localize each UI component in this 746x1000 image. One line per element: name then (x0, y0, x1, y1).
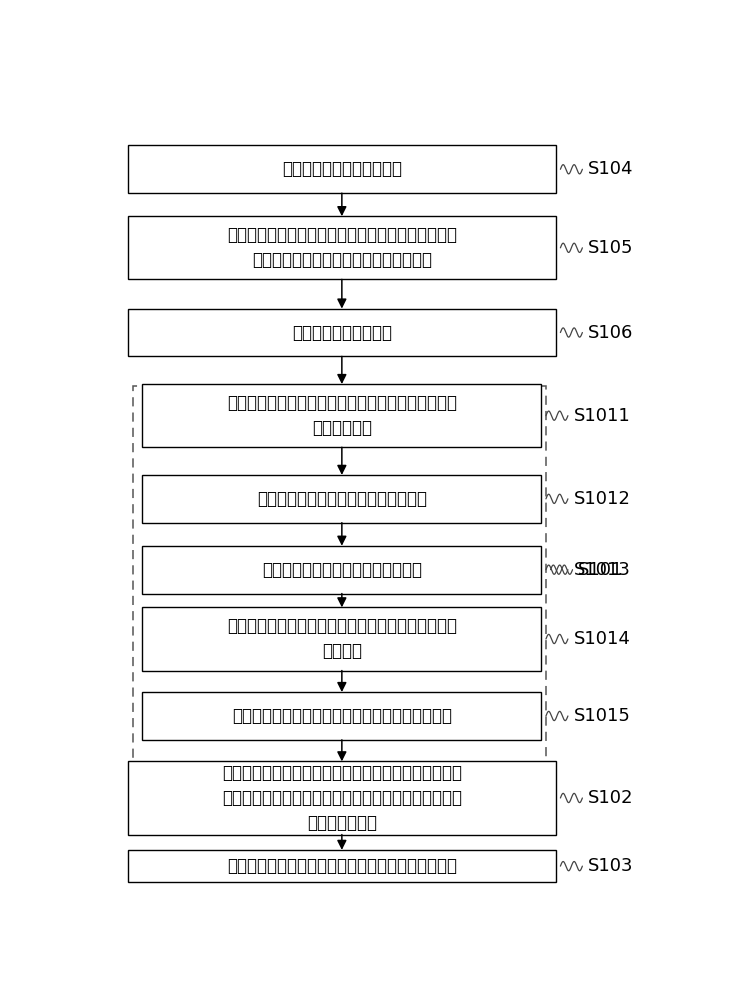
FancyBboxPatch shape (142, 607, 542, 671)
Text: S1014: S1014 (574, 630, 630, 648)
Text: S102: S102 (588, 789, 633, 807)
Text: 根据驾驶员身份信息和用户数据库信息，确定驾驶员
属性信息: 根据驾驶员身份信息和用户数据库信息，确定驾驶员 属性信息 (227, 617, 457, 660)
Text: S1013: S1013 (574, 561, 630, 579)
Text: 通过座椅传感器获取座椅位置信息和座椅倾角信息: 通过座椅传感器获取座椅位置信息和座椅倾角信息 (232, 707, 452, 725)
FancyBboxPatch shape (128, 761, 556, 835)
Text: 在联网状态为已连接状态时，基于云服务器的数据模型
、座椅位姿信息、驾驶员位姿信息和眼盒位置信息，确
定目标位姿信息: 在联网状态为已连接状态时，基于云服务器的数据模型 、座椅位姿信息、驾驶员位姿信息… (222, 764, 462, 832)
Text: 获取用户数据库信息，用户数据库信息包括用户身份
信息和用户身份信息对应的用户属性信息: 获取用户数据库信息，用户数据库信息包括用户身份 信息和用户身份信息对应的用户属性… (227, 226, 457, 269)
Text: S1015: S1015 (574, 707, 630, 725)
Text: 根据目标位姿信息，调整平视显示器中曲面镜的位姿: 根据目标位姿信息，调整平视显示器中曲面镜的位姿 (227, 857, 457, 875)
FancyBboxPatch shape (128, 145, 556, 193)
Text: S105: S105 (588, 239, 633, 257)
Text: S106: S106 (588, 324, 633, 342)
Text: 根据驾驶状态图像，确定眼盒位置信息: 根据驾驶状态图像，确定眼盒位置信息 (257, 490, 427, 508)
Text: S1011: S1011 (574, 407, 630, 425)
FancyBboxPatch shape (142, 384, 542, 447)
FancyBboxPatch shape (142, 546, 542, 594)
Text: 获取驾驶员的驾驶状态图像: 获取驾驶员的驾驶状态图像 (282, 160, 402, 178)
Text: 获取驾驶员的面部图像: 获取驾驶员的面部图像 (292, 324, 392, 342)
Text: S1012: S1012 (574, 490, 630, 508)
Text: 根据面部图像，确定驾驶员身份信息: 根据面部图像，确定驾驶员身份信息 (262, 561, 421, 579)
Text: S101: S101 (578, 561, 624, 579)
Text: S104: S104 (588, 160, 633, 178)
FancyBboxPatch shape (128, 216, 556, 279)
FancyBboxPatch shape (128, 850, 556, 882)
FancyBboxPatch shape (142, 692, 542, 740)
Text: S103: S103 (588, 857, 633, 875)
Text: 根据驾驶状态图像，确定头部位置信息、躯干倾角信
息和轮廓信息: 根据驾驶状态图像，确定头部位置信息、躯干倾角信 息和轮廓信息 (227, 394, 457, 437)
FancyBboxPatch shape (128, 309, 556, 356)
FancyBboxPatch shape (142, 475, 542, 523)
